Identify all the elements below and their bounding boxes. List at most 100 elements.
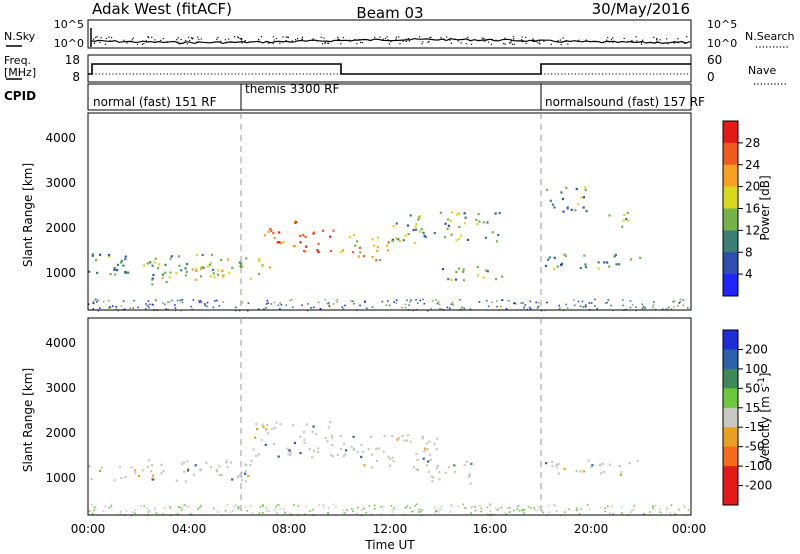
range-cell (341, 306, 344, 308)
range-cell (212, 507, 215, 510)
noise-search-point (659, 39, 661, 41)
range-cell (102, 510, 105, 513)
noise-search-point (110, 37, 113, 39)
range-cell (506, 506, 509, 509)
range-cell (164, 271, 167, 274)
colorbar-band (723, 186, 738, 209)
range-cell (359, 304, 361, 307)
noise-search-point (656, 40, 658, 42)
noise-search-point (513, 38, 515, 40)
range-cell (438, 471, 441, 474)
range-cell (505, 308, 508, 310)
noise-search-point (105, 37, 108, 40)
range-cell (486, 299, 488, 302)
noise-search-point (374, 36, 376, 38)
noise-search-point (612, 37, 614, 39)
range-cell (536, 307, 539, 310)
range-cell (579, 267, 582, 270)
range-cell (597, 261, 600, 264)
range-cell (609, 512, 611, 514)
time-tick-4: 16:00 (473, 522, 508, 536)
range-cell (496, 305, 498, 308)
range-cell (124, 270, 127, 274)
noise-search-point (504, 37, 506, 39)
range-cell (462, 268, 465, 271)
range-cell (375, 259, 378, 262)
range-cell (368, 505, 371, 507)
range-cell (601, 462, 605, 465)
range-cell (673, 306, 675, 308)
range-cell (455, 213, 459, 216)
range-cell (217, 269, 220, 272)
range-cell (488, 514, 491, 517)
range-cell (149, 303, 151, 306)
noise-right-tick-bottom: 10^0 (707, 37, 737, 50)
range-cell (148, 306, 150, 309)
noise-search-point (258, 38, 260, 40)
noise-search-point (93, 42, 95, 44)
range-cell (682, 299, 684, 301)
range-cell (419, 510, 422, 513)
range-cell (90, 477, 93, 481)
noise-search-point (147, 36, 149, 38)
range-cell (476, 265, 479, 269)
range-cell (496, 509, 499, 511)
range-cell (195, 269, 198, 273)
freq-trace (88, 63, 691, 75)
range-cell (327, 302, 330, 304)
range-cell (262, 504, 264, 506)
colorbar-tick-label: 8 (745, 245, 753, 259)
velocity-ytick-4000: 4000 (45, 336, 76, 350)
range-cell (96, 301, 98, 303)
range-cell (410, 299, 412, 302)
range-cell (460, 308, 463, 310)
range-cell (435, 299, 437, 301)
range-cell (607, 298, 610, 301)
range-cell (534, 509, 536, 511)
range-cell (316, 451, 320, 454)
range-cell (225, 461, 228, 464)
range-cell (528, 306, 531, 309)
noise-search-point (483, 37, 485, 40)
noise-search-point (285, 36, 287, 38)
range-cell (412, 465, 416, 469)
range-cell (324, 298, 327, 301)
range-cell (279, 423, 282, 426)
noise-search-point (225, 42, 228, 44)
range-cell (388, 304, 391, 307)
range-cell (430, 307, 432, 310)
range-cell (317, 250, 320, 254)
range-cell (178, 264, 181, 268)
range-cell (183, 504, 186, 506)
range-cell (110, 506, 113, 509)
range-cell (588, 508, 591, 510)
range-cell (146, 465, 149, 469)
range-cell (252, 448, 255, 451)
noise-search-point (390, 41, 392, 43)
noise-search-point (653, 36, 655, 38)
noise-search-point (683, 42, 686, 44)
range-cell (365, 512, 367, 514)
range-cell (464, 216, 467, 219)
range-cell (396, 438, 399, 441)
range-cell (479, 504, 481, 507)
range-cell (449, 511, 452, 513)
noise-search-point (379, 36, 381, 38)
range-cell (495, 300, 498, 302)
range-cell (297, 513, 300, 516)
freq-label-line2: [MHz] (4, 66, 36, 79)
range-cell (211, 268, 215, 272)
range-cell (613, 255, 616, 258)
range-cell (264, 443, 267, 447)
range-cell (177, 513, 180, 516)
range-cell (591, 464, 594, 467)
range-cell (125, 510, 128, 512)
time-tick-1: 04:00 (172, 522, 207, 536)
range-cell (114, 273, 117, 276)
range-cell (303, 441, 306, 445)
range-cell (563, 253, 566, 256)
range-cell (209, 275, 212, 278)
noise-search-point (626, 41, 629, 43)
range-cell (678, 508, 680, 511)
noise-search-point (539, 43, 541, 45)
